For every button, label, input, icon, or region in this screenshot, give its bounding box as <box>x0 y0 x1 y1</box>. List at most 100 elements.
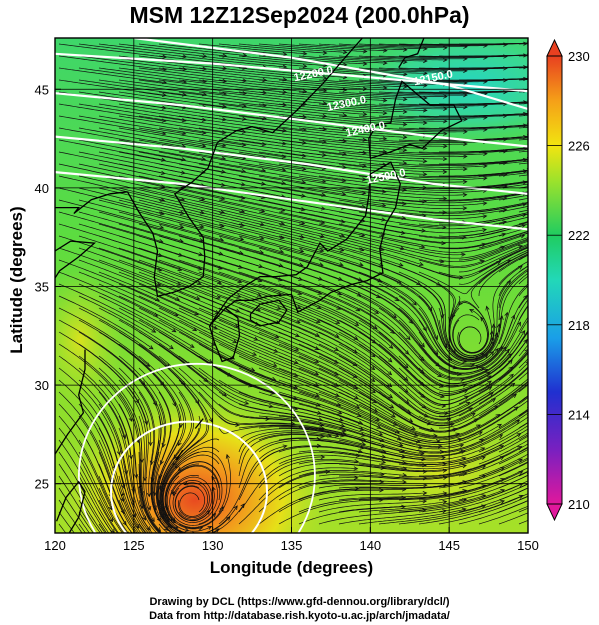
streamline-arrow <box>462 192 468 197</box>
streamline-arrow <box>122 434 127 440</box>
streamline-arrow <box>353 466 359 471</box>
streamline <box>258 343 358 389</box>
streamline <box>172 480 210 519</box>
streamline-arrow <box>529 123 533 127</box>
streamline <box>98 259 200 300</box>
streamline-arrow <box>529 113 533 117</box>
streamline <box>358 427 464 450</box>
streamline <box>166 475 224 528</box>
streamline <box>378 343 468 396</box>
streamline <box>378 271 448 348</box>
streamline-arrow <box>201 143 207 148</box>
streamline <box>459 124 528 129</box>
streamline <box>238 283 340 324</box>
streamline <box>418 170 527 177</box>
streamline <box>498 172 528 177</box>
coastline <box>175 449 184 461</box>
streamline <box>518 434 528 441</box>
streamline <box>498 149 528 153</box>
streamline <box>498 305 528 357</box>
streamline <box>498 237 528 249</box>
streamline-arrow <box>529 168 533 172</box>
streamline-arrow <box>422 499 428 504</box>
streamline-arrow <box>335 319 341 324</box>
streamline <box>418 394 517 433</box>
streamline <box>398 445 504 467</box>
streamline <box>178 271 281 310</box>
streamline <box>338 331 425 398</box>
streamline-arrow <box>282 128 287 133</box>
streamline <box>338 55 447 61</box>
streamline <box>118 367 156 465</box>
streamline <box>498 395 528 417</box>
streamline-arrow <box>403 376 409 382</box>
streamline <box>78 343 148 425</box>
streamline-arrow <box>529 441 533 444</box>
streamline-arrow <box>137 533 141 537</box>
streamline-arrow <box>382 110 388 116</box>
streamline <box>218 295 320 337</box>
colorbar-body <box>546 55 563 505</box>
streamline-arrow <box>315 319 321 323</box>
streamline-arrow <box>528 498 532 501</box>
streamline <box>78 103 186 122</box>
streamline <box>298 103 407 113</box>
streamline <box>218 175 326 196</box>
streamline <box>238 430 339 453</box>
streamline <box>258 307 358 354</box>
colorbar-tick-label: 226 <box>568 139 590 154</box>
streamline <box>318 355 411 414</box>
streamline <box>258 283 359 326</box>
streamline <box>438 483 528 513</box>
streamline <box>118 91 227 108</box>
streamline-arrow <box>222 53 228 58</box>
streamline-arrow <box>171 517 176 522</box>
streamline <box>258 187 366 208</box>
streamline-arrow <box>529 148 533 152</box>
streamline <box>518 126 528 129</box>
streamline-arrow <box>442 500 448 505</box>
streamline-arrow <box>93 534 97 538</box>
streamline <box>338 103 447 110</box>
streamline <box>238 139 347 155</box>
streamline <box>398 500 505 525</box>
streamline <box>438 239 528 263</box>
streamline <box>78 187 184 215</box>
streamline-arrow <box>342 50 348 55</box>
streamline-arrow <box>314 346 320 350</box>
contour-ring <box>110 420 268 533</box>
streamline <box>58 307 150 367</box>
streamline <box>478 505 528 525</box>
streamline-arrow <box>529 88 533 92</box>
streamline <box>418 471 523 501</box>
streamline-arrow <box>529 333 533 337</box>
streamline-arrow <box>455 432 461 437</box>
streamline <box>318 403 420 443</box>
streamline <box>378 151 487 156</box>
streamline-arrow <box>469 309 474 313</box>
streamline <box>439 378 528 429</box>
streamline-arrow <box>215 294 221 299</box>
streamline-arrow <box>379 247 385 252</box>
streamline <box>278 211 385 236</box>
streamline <box>318 103 427 111</box>
streamline-arrow <box>422 483 428 488</box>
streamline <box>378 43 487 47</box>
streamline <box>518 198 528 201</box>
streamline-arrow <box>529 300 533 304</box>
streamline <box>238 432 332 465</box>
streamline <box>78 403 124 502</box>
streamline <box>278 235 383 266</box>
streamline <box>498 216 528 225</box>
streamline <box>438 231 528 250</box>
streamline <box>78 55 187 70</box>
streamline-arrow <box>377 278 383 283</box>
streamline <box>218 307 319 350</box>
streamline <box>98 271 199 316</box>
streamline <box>518 316 528 333</box>
streamline-arrow <box>529 437 533 440</box>
streamline <box>218 67 327 79</box>
streamline-arrow <box>402 122 408 127</box>
streamline-arrow <box>529 250 533 253</box>
streamline <box>518 254 528 261</box>
